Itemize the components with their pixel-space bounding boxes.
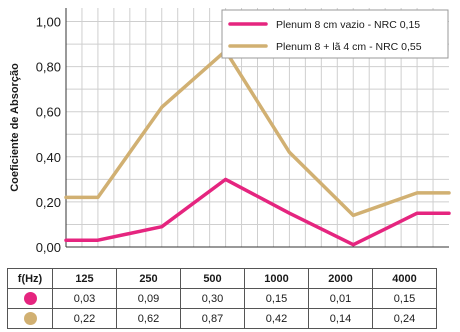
value-cell: 0,87 xyxy=(180,308,245,329)
freq-header-cell: 125 xyxy=(52,268,117,289)
freq-label-cell: f(Hz) xyxy=(7,268,53,289)
table-header-row: f(Hz) 125 250 500 1000 2000 4000 xyxy=(7,268,437,289)
y-tick-label: 1,00 xyxy=(36,15,61,30)
legend-label-1: Plenum 8 cm vazio - NRC 0,15 xyxy=(276,19,420,31)
y-axis-label: Coeficiente de Absorção xyxy=(9,63,21,192)
data-table: f(Hz) 125 250 500 1000 2000 4000 0,03 0,… xyxy=(7,268,437,329)
y-tick-label: 0,80 xyxy=(36,60,61,75)
series-2-dot-cell xyxy=(7,308,53,329)
y-tick-label: 0,00 xyxy=(36,240,61,255)
table-row-series-1: 0,03 0,09 0,30 0,15 0,01 0,15 xyxy=(7,288,437,309)
value-cell: 0,62 xyxy=(116,308,181,329)
value-cell: 0,09 xyxy=(116,288,181,309)
series-2-line xyxy=(64,49,451,218)
series-2-marker-dot xyxy=(23,312,37,325)
series-1-marker-dot xyxy=(23,292,37,305)
chart-area: 0,00 0,20 0,40 0,60 0,80 1,00 Coeficiente de A… xyxy=(9,8,451,255)
value-cell: 0,22 xyxy=(52,308,117,329)
value-cell: 0,42 xyxy=(244,308,309,329)
value-cell: 0,15 xyxy=(244,288,309,309)
value-cell: 0,24 xyxy=(372,308,437,329)
freq-header-cell: 2000 xyxy=(308,268,373,289)
freq-header-cell: 4000 xyxy=(372,268,437,289)
table-row-series-2: 0,22 0,62 0,87 0,42 0,14 0,24 xyxy=(7,308,437,329)
series-1-line xyxy=(64,177,451,247)
value-cell: 0,01 xyxy=(308,288,373,309)
y-tick-label: 0,60 xyxy=(36,105,61,120)
freq-header-cell: 1000 xyxy=(244,268,309,289)
freq-header-cell: 250 xyxy=(116,268,181,289)
value-cell: 0,14 xyxy=(308,308,373,329)
value-cell: 0,15 xyxy=(372,288,437,309)
value-cell: 0,03 xyxy=(52,288,117,309)
legend-label-2: Plenum 8 + lã 4 cm - NRC 0,55 xyxy=(276,41,422,53)
freq-header-cell: 500 xyxy=(180,268,245,289)
absorption-chart: 0,00 0,20 0,40 0,60 0,80 1,00 Coeficiente de A… xyxy=(9,8,451,255)
y-tick-label: 0,40 xyxy=(36,150,61,165)
legend-box xyxy=(221,9,449,59)
y-tick-label: 0,20 xyxy=(36,195,61,210)
value-cell: 0,30 xyxy=(180,288,245,309)
series-1-dot-cell xyxy=(7,288,53,309)
